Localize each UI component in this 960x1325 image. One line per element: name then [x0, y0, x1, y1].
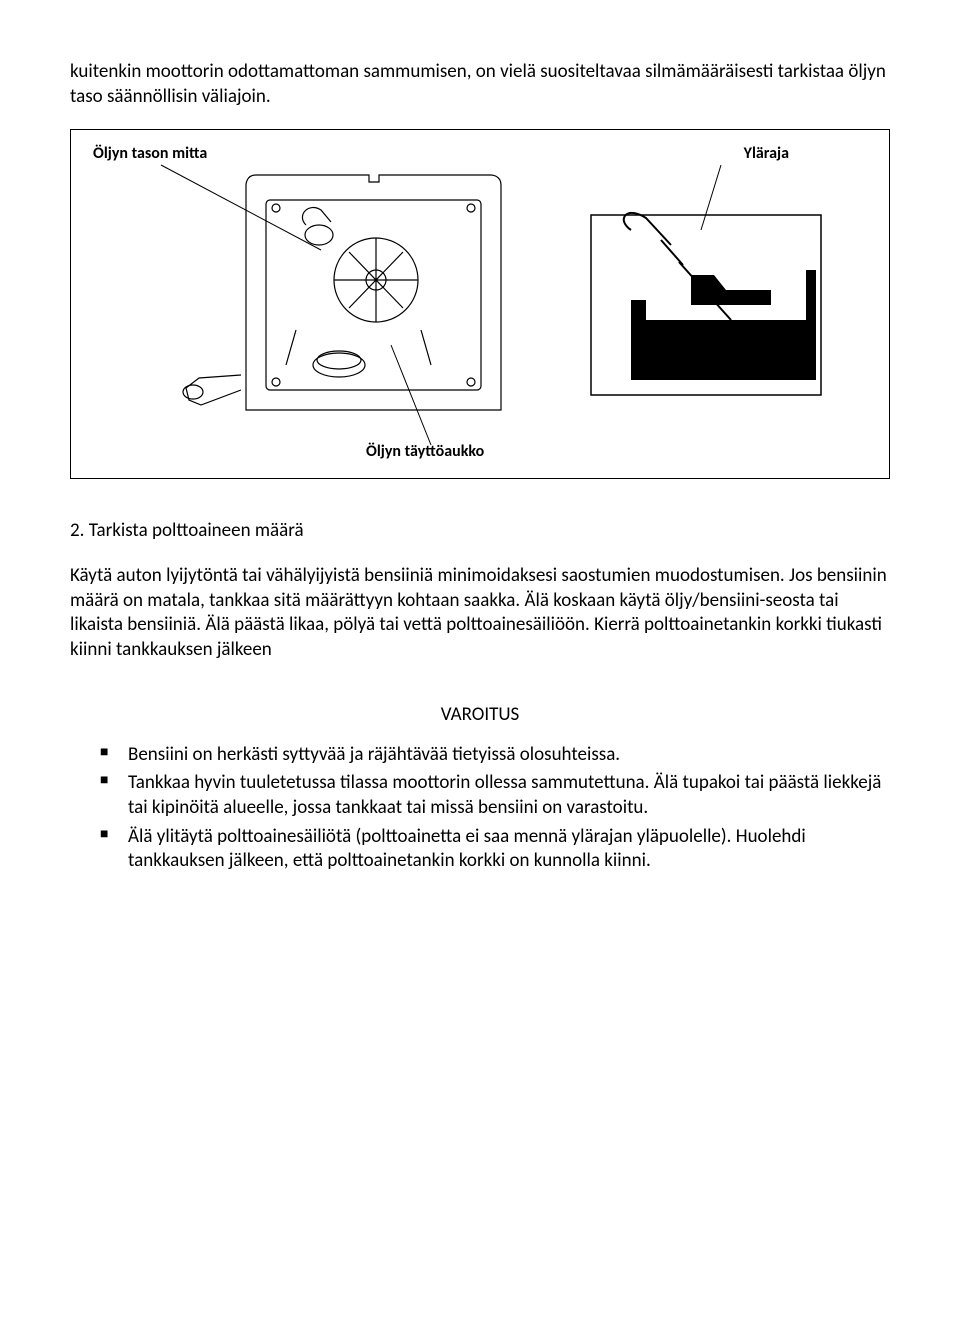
list-item: Älä ylitäytä polttoainesäiliötä (polttoa… [100, 825, 890, 874]
section-2-body: Käytä auton lyijytöntä tai vähälyijyistä… [70, 564, 890, 663]
figure-container: Öljyn tason mitta Yläraja Öljyn täyttöau… [70, 129, 890, 479]
intro-paragraph: kuitenkin moottorin odottamattoman sammu… [70, 60, 890, 109]
section-2-heading: 2. Tarkista polttoaineen määrä [70, 519, 890, 544]
warning-heading: VAROITUS [70, 703, 890, 728]
list-item: Tankkaa hyvin tuuletetussa tilassa moott… [100, 771, 890, 820]
figure-diagram [71, 130, 851, 480]
list-item: Bensiini on herkästi syttyvää ja räjähtä… [100, 743, 890, 768]
warning-list: Bensiini on herkästi syttyvää ja räjähtä… [100, 743, 890, 874]
